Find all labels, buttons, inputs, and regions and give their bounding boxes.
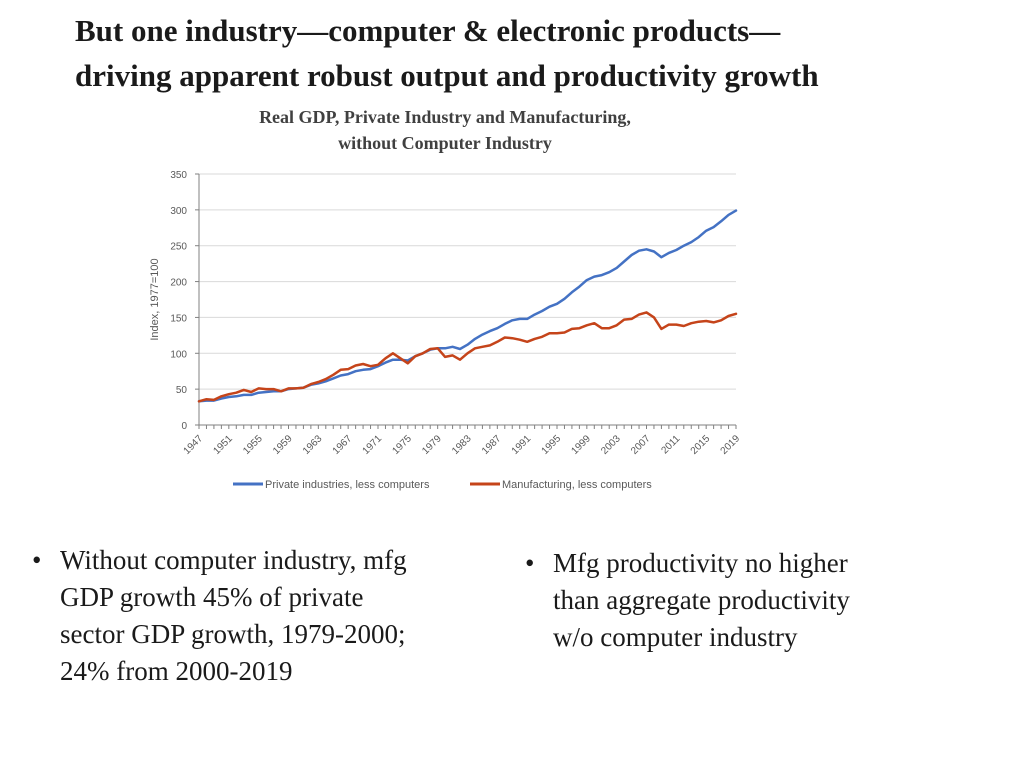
bullet-item-right: • Mfg productivity no higher than aggreg… — [525, 545, 903, 656]
x-tick-label: 2011 — [659, 433, 682, 456]
x-tick-label: 1951 — [211, 433, 235, 457]
y-tick-label: 0 — [181, 421, 187, 432]
slide-title: But one industry—computer & electronic p… — [75, 8, 995, 98]
chart-title: Real GDP, Private Industry and Manufactu… — [195, 104, 695, 156]
y-tick-label: 50 — [176, 385, 188, 396]
bullet-text-left: Without computer industry, mfg GDP growt… — [60, 545, 407, 686]
y-tick-label: 200 — [170, 278, 187, 289]
x-tick-label: 1959 — [271, 433, 295, 457]
x-tick-label: 1971 — [361, 433, 385, 457]
x-tick-label: 1995 — [540, 433, 564, 457]
x-tick-label: 2003 — [599, 433, 623, 457]
x-tick-label: 1991 — [510, 433, 534, 457]
y-tick-label: 250 — [170, 242, 187, 253]
x-tick-label: 1987 — [480, 433, 504, 457]
chart-title-line-2: without Computer Industry — [338, 133, 552, 153]
bullet-item-left: • Without computer industry, mfg GDP gro… — [32, 542, 470, 690]
slide-title-line-1: But one industry—computer & electronic p… — [75, 13, 781, 48]
x-tick-label: 1963 — [301, 433, 325, 457]
series-line-private-industries — [197, 209, 738, 403]
legend-label: Private industries, less computers — [265, 479, 430, 491]
y-tick-label: 150 — [170, 313, 187, 324]
y-axis-label: Index, 1977=100 — [149, 258, 161, 340]
bullet-marker: • — [32, 545, 42, 575]
x-tick-label: 1999 — [569, 433, 593, 457]
legend-label: Manufacturing, less computers — [502, 479, 652, 491]
slide-title-line-2: driving apparent robust output and produ… — [75, 58, 819, 93]
series-line-manufacturing — [197, 311, 738, 403]
x-tick-label: 1975 — [390, 433, 414, 457]
y-tick-label: 100 — [170, 349, 187, 360]
y-tick-label: 350 — [170, 170, 187, 181]
x-tick-label: 1979 — [420, 433, 444, 457]
x-tick-label: 2015 — [689, 433, 713, 457]
x-tick-label: 2007 — [629, 433, 653, 457]
x-tick-label: 1983 — [450, 433, 474, 457]
bullet-text-right: Mfg productivity no higher than aggregat… — [553, 548, 850, 652]
chart-title-line-1: Real GDP, Private Industry and Manufactu… — [259, 107, 631, 127]
y-tick-label: 300 — [170, 206, 187, 217]
bullet-marker: • — [525, 548, 535, 578]
x-tick-label: 2019 — [719, 433, 743, 457]
x-tick-label: 1955 — [241, 433, 265, 457]
x-tick-label: 1967 — [331, 433, 355, 457]
x-tick-label: 1947 — [182, 433, 206, 457]
